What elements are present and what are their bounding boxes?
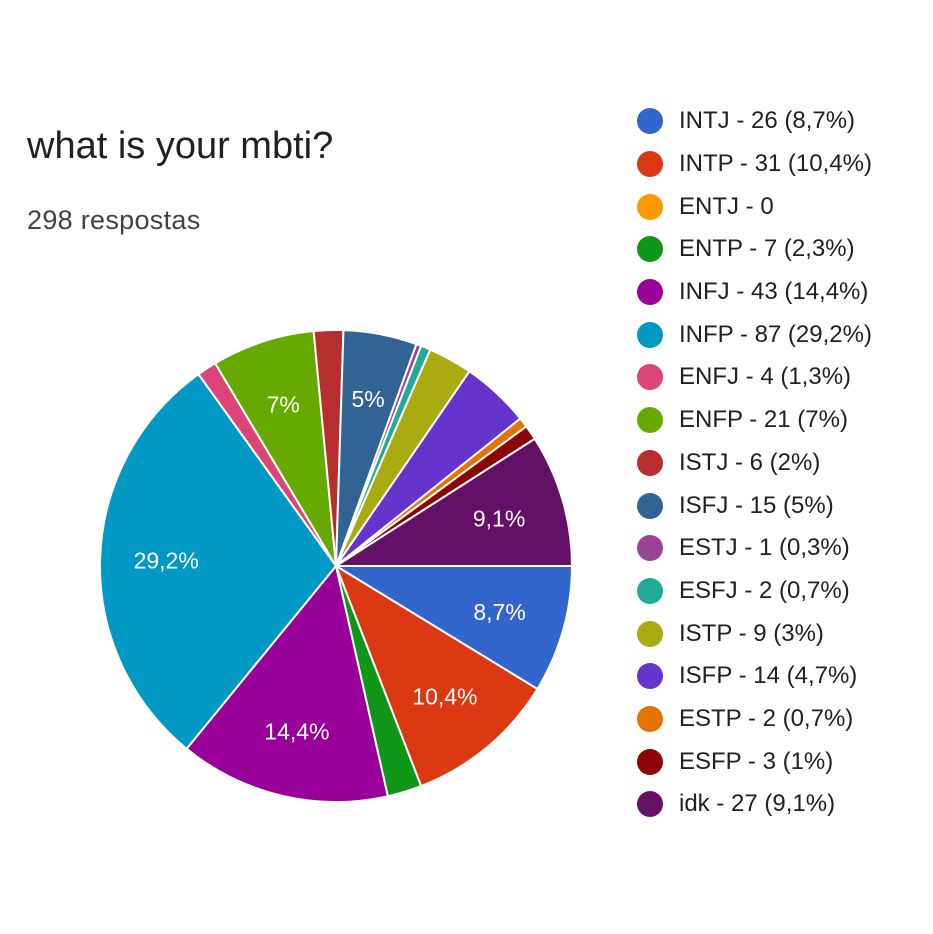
legend-item[interactable]: ENTJ - 0 (637, 185, 872, 228)
legend-item[interactable]: ISTP - 9 (3%) (637, 612, 872, 655)
legend-label: ISTP - 9 (3%) (679, 619, 824, 647)
legend-swatch (637, 535, 663, 562)
legend-swatch (637, 108, 663, 135)
slice-label: 7% (267, 392, 300, 418)
legend-label: idk - 27 (9,1%) (679, 790, 836, 818)
legend-item[interactable]: ESFP - 3 (1%) (637, 740, 872, 783)
legend-item[interactable]: ESTJ - 1 (0,3%) (637, 527, 872, 570)
slice-label: 9,1% (473, 505, 525, 531)
legend-swatch (637, 236, 663, 263)
legend-label: ISTJ - 6 (2%) (679, 448, 821, 476)
legend-label: INFJ - 43 (14,4%) (679, 278, 869, 306)
legend-item[interactable]: ENTP - 7 (2,3%) (637, 228, 872, 271)
pie-slice[interactable] (99, 373, 337, 750)
legend-item[interactable]: ESFJ - 2 (0,7%) (637, 570, 872, 613)
legend-label: INFP - 87 (29,2%) (679, 320, 872, 348)
pie-slice[interactable] (335, 565, 539, 788)
legend-item[interactable]: INFJ - 43 (14,4%) (637, 271, 872, 314)
legend-swatch (637, 620, 663, 647)
legend-swatch (637, 364, 663, 391)
legend-swatch (637, 321, 663, 348)
legend-label: ENFJ - 4 (1,3%) (679, 363, 852, 391)
legend-swatch (637, 279, 663, 306)
legend-swatch (637, 577, 663, 604)
legend-label: ESFJ - 2 (0,7%) (679, 576, 850, 604)
legend-label: ESTP - 2 (0,7%) (679, 704, 854, 732)
legend-item[interactable]: ENFP - 21 (7%) (637, 399, 872, 442)
slice-label: 14,4% (264, 718, 329, 744)
chart-title: what is your mbti? (27, 125, 334, 167)
pie-slice[interactable] (214, 330, 337, 567)
legend-swatch (637, 151, 663, 178)
legend-swatch (637, 705, 663, 732)
legend-label: ENTJ - 0 (679, 192, 774, 220)
legend-item[interactable]: ISFJ - 15 (5%) (637, 484, 872, 527)
pie-slice[interactable] (335, 565, 573, 690)
legend-swatch (637, 193, 663, 220)
slice-label: 5% (351, 386, 384, 412)
legend-item[interactable]: INTJ - 26 (8,7%) (637, 100, 872, 143)
legend-label: ESFP - 3 (1%) (679, 747, 834, 775)
legend-item[interactable]: ESTP - 2 (0,7%) (637, 698, 872, 741)
pie-slice[interactable] (185, 565, 389, 803)
legend-item[interactable]: ENFJ - 4 (1,3%) (637, 356, 872, 399)
legend-swatch (637, 407, 663, 434)
legend-label: ENTP - 7 (2,3%) (679, 235, 855, 263)
legend-item[interactable]: INTP - 31 (10,4%) (637, 143, 872, 186)
legend-item[interactable]: INFP - 87 (29,2%) (637, 313, 872, 356)
legend-label: INTP - 31 (10,4%) (679, 150, 872, 178)
legend-swatch (637, 663, 663, 690)
legend-item[interactable]: ISFP - 14 (4,7%) (637, 655, 872, 698)
legend-swatch (637, 449, 663, 476)
pie-slice[interactable] (335, 437, 573, 567)
legend-label: INTJ - 26 (8,7%) (679, 107, 856, 135)
legend-item[interactable]: ISTJ - 6 (2%) (637, 442, 872, 485)
legend-item[interactable]: idk - 27 (9,1%) (637, 783, 872, 826)
legend-label: ENFP - 21 (7%) (679, 406, 848, 434)
slice-label: 10,4% (412, 683, 477, 709)
legend-label: ISFJ - 15 (5%) (679, 491, 834, 519)
slice-label: 29,2% (134, 548, 199, 574)
chart-subtitle: 298 respostas (27, 205, 201, 235)
slice-label: 8,7% (473, 599, 525, 625)
legend-swatch (637, 492, 663, 519)
legend-label: ESTJ - 1 (0,3%) (679, 534, 850, 562)
legend: INTJ - 26 (8,7%) INTP - 31 (10,4%) ENTJ - … (637, 100, 872, 826)
legend-label: ISFP - 14 (4,7%) (679, 662, 858, 690)
legend-swatch (637, 791, 663, 818)
legend-swatch (637, 748, 663, 775)
